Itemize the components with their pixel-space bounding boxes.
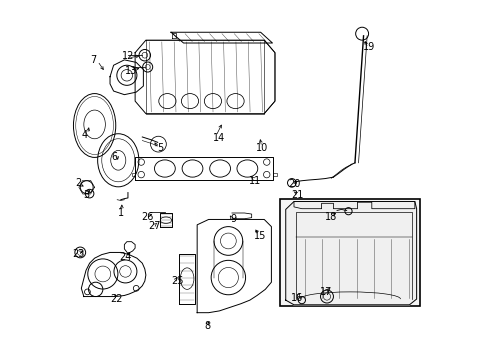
- Text: 7: 7: [90, 55, 96, 65]
- Text: 5: 5: [157, 143, 163, 153]
- Text: 3: 3: [83, 190, 89, 200]
- Text: 6: 6: [111, 152, 118, 162]
- Text: 25: 25: [170, 276, 183, 286]
- Text: 12: 12: [122, 51, 134, 61]
- Bar: [279, 199, 419, 306]
- Text: 18: 18: [325, 212, 337, 221]
- Text: 23: 23: [73, 248, 85, 258]
- Text: 14: 14: [212, 133, 224, 143]
- Text: 9: 9: [229, 215, 236, 224]
- Text: 24: 24: [119, 252, 131, 262]
- Text: 20: 20: [287, 179, 300, 189]
- Text: 1: 1: [118, 208, 123, 218]
- Polygon shape: [285, 202, 416, 305]
- Text: 21: 21: [291, 190, 303, 200]
- Text: 22: 22: [110, 294, 122, 304]
- Text: 2: 2: [76, 178, 82, 188]
- Text: 11: 11: [248, 176, 261, 186]
- Text: 10: 10: [255, 143, 267, 153]
- Text: 8: 8: [204, 321, 210, 331]
- Text: 19: 19: [363, 42, 375, 51]
- Text: 4: 4: [81, 130, 88, 140]
- Text: 13: 13: [125, 66, 138, 76]
- Text: 26: 26: [141, 212, 153, 221]
- Text: 15: 15: [254, 231, 266, 240]
- Text: 27: 27: [147, 221, 160, 231]
- Text: 16: 16: [291, 293, 303, 303]
- Text: 17: 17: [320, 287, 332, 297]
